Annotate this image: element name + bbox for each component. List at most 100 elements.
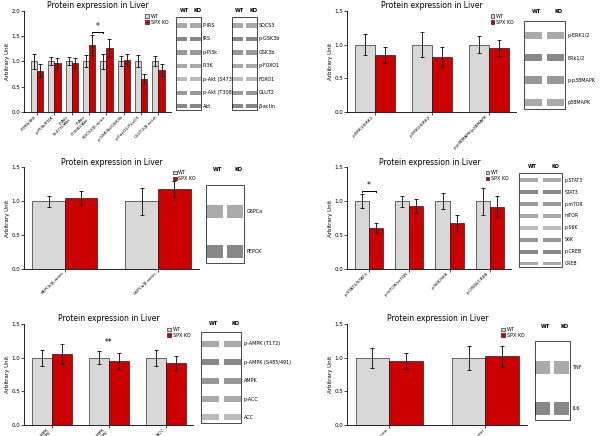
Bar bbox=[52, 354, 72, 425]
Bar bbox=[452, 358, 485, 425]
Bar bbox=[177, 91, 187, 95]
Legend: WT, SPX KO: WT, SPX KO bbox=[167, 327, 191, 338]
Bar bbox=[202, 359, 219, 365]
Text: p-Pi3k: p-Pi3k bbox=[203, 50, 218, 55]
Bar bbox=[206, 185, 244, 263]
Text: WT: WT bbox=[528, 164, 537, 169]
Text: PI3K: PI3K bbox=[203, 63, 214, 68]
Bar bbox=[224, 378, 241, 384]
Bar bbox=[490, 207, 504, 269]
Title: Protein expression in Liver: Protein expression in Liver bbox=[387, 314, 488, 324]
Bar bbox=[233, 77, 243, 82]
Bar bbox=[118, 61, 124, 112]
Bar bbox=[469, 44, 489, 112]
Bar bbox=[233, 37, 243, 41]
Bar bbox=[543, 262, 561, 266]
Bar bbox=[227, 204, 243, 218]
Text: WT: WT bbox=[532, 9, 541, 14]
Y-axis label: Arbitrary Unit: Arbitrary Unit bbox=[5, 356, 10, 393]
Legend: WT, SPX KO: WT, SPX KO bbox=[172, 170, 196, 182]
Bar bbox=[246, 77, 256, 82]
Bar bbox=[83, 61, 89, 112]
Text: P-IRS: P-IRS bbox=[203, 23, 216, 28]
Text: p-ERK1/2: p-ERK1/2 bbox=[567, 33, 590, 37]
Bar bbox=[202, 341, 219, 347]
Bar bbox=[535, 402, 550, 415]
Text: KO: KO bbox=[234, 167, 242, 172]
Bar bbox=[72, 63, 78, 112]
Text: STAT3: STAT3 bbox=[565, 190, 579, 195]
Bar bbox=[100, 61, 107, 112]
Text: ACC: ACC bbox=[244, 415, 254, 420]
Bar bbox=[177, 64, 187, 68]
Bar bbox=[109, 361, 128, 425]
Bar bbox=[520, 202, 538, 206]
Text: KO: KO bbox=[561, 324, 569, 329]
Bar bbox=[233, 91, 243, 95]
Bar bbox=[476, 201, 490, 269]
Bar bbox=[224, 415, 241, 420]
Bar bbox=[375, 54, 395, 112]
Bar bbox=[435, 201, 449, 269]
Bar bbox=[547, 54, 564, 61]
Bar bbox=[66, 61, 72, 112]
Bar bbox=[356, 358, 389, 425]
Bar bbox=[554, 402, 569, 415]
Bar bbox=[191, 50, 201, 54]
Bar bbox=[202, 415, 219, 420]
Y-axis label: Arbitrary Unit: Arbitrary Unit bbox=[328, 43, 333, 80]
Text: PEPCK: PEPCK bbox=[247, 249, 262, 254]
Bar bbox=[520, 178, 538, 182]
Bar bbox=[202, 378, 219, 384]
Bar bbox=[152, 61, 158, 112]
Y-axis label: Arbitrary Unit: Arbitrary Unit bbox=[328, 356, 333, 393]
Bar bbox=[432, 57, 452, 112]
Text: WT: WT bbox=[235, 7, 244, 13]
Text: p-STAT3: p-STAT3 bbox=[565, 178, 583, 183]
Bar bbox=[525, 76, 542, 84]
Legend: WT, SPX KO: WT, SPX KO bbox=[490, 14, 514, 25]
Bar bbox=[485, 356, 519, 425]
Legend: WT, SPX KO: WT, SPX KO bbox=[501, 327, 525, 338]
Text: p-AMPK (S485/491): p-AMPK (S485/491) bbox=[244, 360, 291, 365]
Bar bbox=[520, 262, 538, 266]
Text: **: ** bbox=[105, 338, 113, 347]
Text: AMPK: AMPK bbox=[244, 378, 258, 383]
Bar bbox=[207, 245, 223, 258]
Text: GLUT2: GLUT2 bbox=[259, 90, 275, 95]
Bar bbox=[37, 71, 43, 112]
Bar bbox=[520, 250, 538, 254]
Text: IRS: IRS bbox=[203, 37, 211, 41]
Bar bbox=[412, 44, 432, 112]
Text: SOCS3: SOCS3 bbox=[259, 23, 275, 28]
Title: Protein expression in Liver: Protein expression in Liver bbox=[379, 158, 481, 167]
Text: p-GSK3b: p-GSK3b bbox=[259, 37, 280, 41]
Y-axis label: Arbitrary Unit: Arbitrary Unit bbox=[328, 199, 333, 237]
Text: KO: KO bbox=[555, 9, 563, 14]
Text: G6PCa: G6PCa bbox=[247, 209, 262, 214]
Bar bbox=[519, 173, 562, 267]
Bar bbox=[535, 361, 550, 374]
Bar bbox=[135, 61, 141, 112]
Text: p-S6K: p-S6K bbox=[565, 225, 578, 230]
Text: WT: WT bbox=[541, 324, 551, 329]
Legend: WT, SPX KO: WT, SPX KO bbox=[485, 170, 509, 182]
Bar bbox=[146, 358, 166, 425]
Bar bbox=[107, 48, 113, 112]
Bar bbox=[543, 226, 561, 230]
Bar bbox=[520, 226, 538, 230]
Bar bbox=[176, 17, 202, 110]
Bar bbox=[355, 44, 375, 112]
Bar bbox=[191, 23, 201, 27]
Bar bbox=[233, 50, 243, 54]
Text: IL6: IL6 bbox=[572, 405, 580, 411]
Text: Akt: Akt bbox=[203, 104, 211, 109]
Bar bbox=[177, 50, 187, 54]
Bar bbox=[535, 341, 570, 420]
Bar bbox=[207, 204, 223, 218]
Text: β-actin: β-actin bbox=[259, 104, 276, 109]
Bar bbox=[224, 341, 241, 347]
Bar bbox=[520, 190, 538, 194]
Bar bbox=[547, 31, 564, 39]
Title: Protein expression in Liver: Protein expression in Liver bbox=[381, 1, 483, 10]
